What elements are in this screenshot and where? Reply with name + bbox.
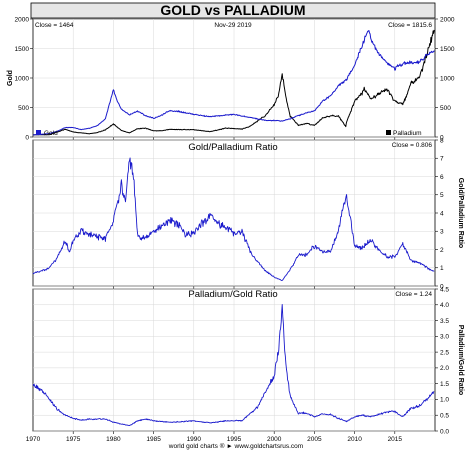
gp-ratio-close-label: Close = 0.806 <box>392 142 433 149</box>
pg-ratio-panel-y-tick-label: 3.0 <box>440 334 449 341</box>
date-label: Nov-29 2019 <box>214 22 252 29</box>
x-tick-label: 1995 <box>227 436 242 443</box>
pg-ratio-close-label: Close = 1.24 <box>395 291 432 298</box>
x-tick-label: 1975 <box>66 436 81 443</box>
palladium-series-line <box>33 29 435 136</box>
x-tick-label: 1980 <box>106 436 121 443</box>
gold-legend-label: Gold <box>44 130 58 137</box>
price-panel-y-tick-label: 500 <box>440 105 451 112</box>
pg-ratio-panel-y-tick-label: 4.0 <box>440 302 449 309</box>
palladium-legend-label: Palladium <box>393 130 422 137</box>
gp-ratio-panel-y-tick-label: 5 <box>440 192 444 199</box>
price-panel-y-left-tick-label: 1500 <box>15 46 30 53</box>
title-band <box>30 2 436 19</box>
gp-ratio-panel-y-tick-label: 0 <box>440 283 444 290</box>
x-tick-label: 1970 <box>26 436 41 443</box>
footer-credit: world gold charts ® ► www.goldchartsrus.… <box>168 442 303 450</box>
pg-ratio-panel-y-tick-label: 3.5 <box>440 318 449 325</box>
price-panel-y-tick-label: 1000 <box>440 75 455 82</box>
price-y-axis-label: Gold <box>7 70 14 86</box>
x-tick-label: 2000 <box>267 436 282 443</box>
x-tick-label: 2015 <box>388 436 403 443</box>
gp-ratio-y-axis-label: Gold/Palladium Ratio <box>457 178 464 248</box>
pg-ratio-y-axis-label: Palladium/Gold Ratio <box>457 325 464 395</box>
pg-ratio-panel-y-tick-label: 1.0 <box>440 397 449 404</box>
palladium-legend-swatch <box>386 130 391 135</box>
pg-ratio-panel-y-tick-label: 1.5 <box>440 381 449 388</box>
pg-ratio-panel-y-tick-label: 4.5 <box>440 286 449 293</box>
gp-ratio-panel-y-tick-label: 7 <box>440 156 444 163</box>
gp-ratio-series-line <box>32 157 435 281</box>
gp-ratio-panel-y-tick-label: 4 <box>440 210 444 217</box>
palladium-close-label: Close = 1815.6 <box>388 22 432 29</box>
gp-ratio-panel-y-tick-label: 2 <box>440 247 444 254</box>
gold-series-line <box>32 30 435 136</box>
chart-title: GOLD vs PALLADIUM <box>160 2 305 18</box>
panels: 0 500 1000 1500 2000 0 500 1000 1500 2000 Close = … <box>7 16 464 443</box>
gp-ratio-panel-y-tick-label: 8 <box>440 137 444 144</box>
price-panel-y-left-tick-label: 0 <box>25 134 29 141</box>
price-panel-y-left-tick-label: 1000 <box>15 75 30 82</box>
x-tick-label: 2010 <box>347 436 362 443</box>
gp-ratio-title: Gold/Palladium Ratio <box>188 142 277 153</box>
gp-ratio-panel-y-tick-label: 3 <box>440 229 444 236</box>
x-tick-label: 1990 <box>187 436 202 443</box>
price-panel-y-tick-label: 0 <box>440 134 444 141</box>
price-panel-y-tick-label: 2000 <box>440 16 455 23</box>
pg-ratio-panel-y-tick-label: 2.0 <box>440 365 449 372</box>
price-panel-y-left-tick-label: 2000 <box>15 16 30 23</box>
gp-ratio-panel-y-tick-label: 6 <box>440 174 444 181</box>
pg-ratio-panel-y-tick-label: 0.0 <box>440 428 449 435</box>
gold-close-label: Close = 1464 <box>35 22 74 29</box>
x-tick-label: 2005 <box>307 436 322 443</box>
pg-ratio-panel-y-tick-label: 2.5 <box>440 349 449 356</box>
gp-ratio-panel-y-tick-label: 1 <box>440 265 444 272</box>
price-panel-y-left-tick-label: 500 <box>18 105 29 112</box>
gold-legend-swatch <box>36 130 41 135</box>
pg-ratio-title: Palladium/Gold Ratio <box>188 289 277 300</box>
x-tick-label: 1985 <box>146 436 161 443</box>
price-panel-y-tick-label: 1500 <box>440 46 455 53</box>
pg-ratio-panel-y-tick-label: 0.5 <box>440 413 449 420</box>
pg-ratio-series-line <box>32 304 435 426</box>
